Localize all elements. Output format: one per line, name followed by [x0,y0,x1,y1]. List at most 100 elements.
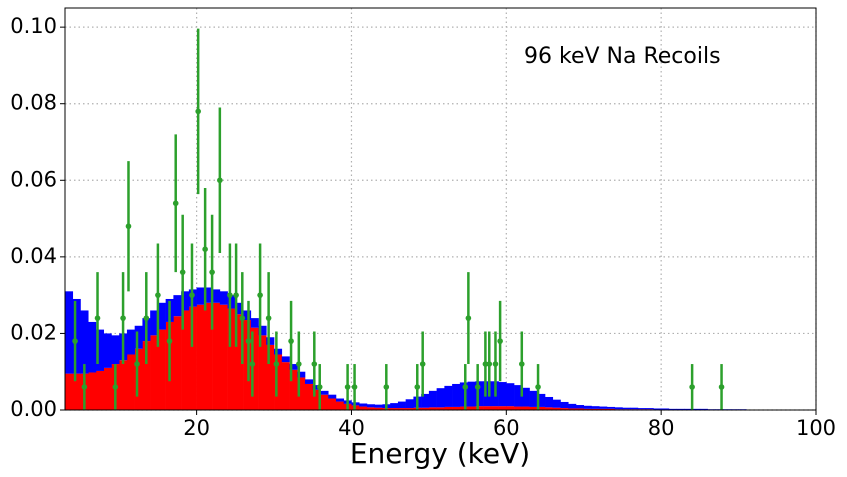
y-tick-label: 0.04 [10,244,57,268]
histogram-bar [436,407,445,410]
histogram-bar [103,367,112,410]
data-point [265,315,272,321]
histogram-bar [219,291,228,305]
histogram-bar [645,408,654,410]
histogram-bar [212,302,221,410]
data-point [72,338,78,344]
histogram-bar [591,406,600,409]
data-point [143,315,150,321]
histogram-bar [274,348,283,355]
y-tick-label: 0.00 [10,397,57,421]
histogram-bar [181,310,190,410]
data-point [134,361,140,367]
histogram-bar [397,401,406,409]
histogram-bar [204,287,213,303]
data-point [316,384,323,390]
data-point [94,315,101,321]
histogram-bar [428,407,437,410]
histogram-bar [684,408,693,410]
histogram-bar [537,406,546,410]
histogram-bar [335,401,345,410]
histogram-bar [483,381,492,407]
histogram-bar [405,399,414,409]
histogram-bar [436,388,445,408]
histogram-bar [274,354,283,410]
plot-frame [64,7,817,411]
histogram-bar [498,406,507,410]
histogram-bar [622,407,631,410]
histogram-bar [560,401,569,409]
histogram-bar [699,408,708,410]
histogram-bar [305,379,314,384]
histogram-bar [459,406,468,410]
histogram-bar [506,383,515,407]
histogram-bar [583,408,592,410]
histogram-bar [606,406,616,409]
histogram-bar [653,408,662,410]
histogram-bar [483,406,492,410]
histogram-bar [575,408,585,410]
histogram-bar [188,306,197,410]
data-point [414,384,421,390]
x-tick-label: 20 [183,416,210,440]
histogram-bar [80,310,89,374]
data-point [497,338,503,344]
histogram-bar [328,394,337,399]
histogram-bar [150,310,159,336]
histogram-bar [444,385,453,407]
histogram-bar [366,404,375,408]
histogram-bar [181,291,190,311]
histogram-bar [335,398,345,402]
data-point [245,338,252,344]
data-point [172,200,179,207]
histogram-bar [568,403,577,409]
histogram-bar [405,408,414,410]
data-point [195,108,201,115]
data-point [344,384,351,390]
histogram-bar [537,393,546,407]
data-point [351,384,358,390]
x-tick-label: 60 [493,416,520,440]
data-point [311,361,318,367]
histogram-bar [312,385,321,390]
histogram-bar [514,406,523,410]
histogram-bar [583,405,592,409]
histogram-bar [428,390,437,408]
histogram-bar [173,295,182,317]
histogram-bar [374,407,383,410]
histogram-bar [390,408,399,410]
histogram-bar [575,405,585,409]
histogram-bar [529,406,538,410]
data-point [486,361,493,367]
histogram-bar [266,337,275,345]
data-point [125,223,132,230]
histogram-bar [320,390,329,395]
histogram-bar [243,320,252,410]
histogram-bar [475,406,484,410]
histogram-bar [173,316,182,410]
data-point [227,292,233,298]
annotation: 96 keV Na Recoils [524,44,721,69]
data-point [465,315,472,321]
histogram-bar [320,394,329,410]
histogram-bar [126,329,135,355]
histogram-bar [421,407,430,410]
histogram-bar [196,304,205,410]
histogram-bar [467,381,476,407]
histogram-bar [95,370,105,410]
histogram-bar [227,295,236,309]
histogram-bar [258,335,267,410]
histogram-bar [196,287,205,305]
histogram-bar [227,308,236,410]
histogram-bar [676,408,685,410]
data-point [120,315,126,321]
histogram-bar [281,356,290,363]
histogram-bar [498,382,507,407]
data-point [249,361,256,367]
histogram-bar [289,369,298,410]
histogram-bar [305,383,314,410]
histogram-bar [591,408,600,410]
histogram-bar [630,407,639,410]
data-point [482,361,489,367]
histogram-bar [552,399,561,408]
